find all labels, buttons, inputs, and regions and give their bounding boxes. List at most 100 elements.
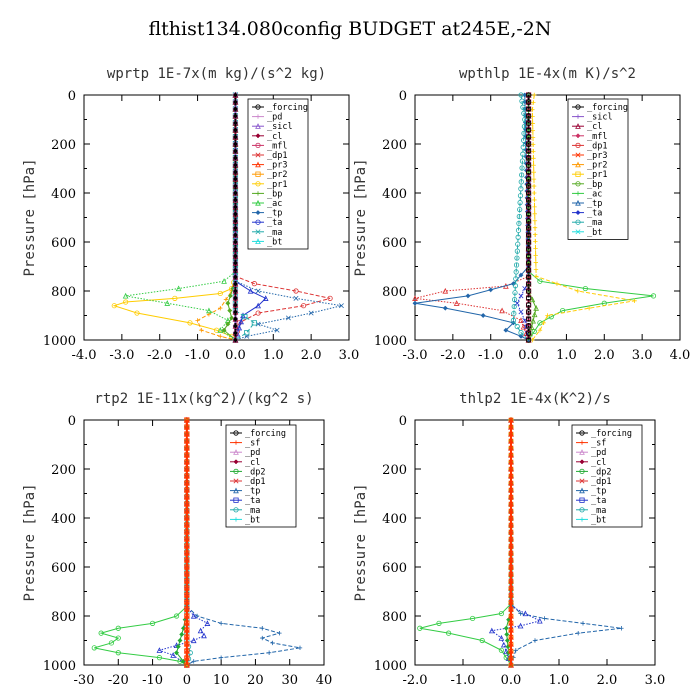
data-point	[554, 281, 560, 286]
data-point	[227, 308, 233, 314]
data-point	[232, 176, 238, 182]
data-point	[260, 626, 265, 631]
data-point	[517, 206, 523, 213]
data-point	[525, 295, 532, 301]
legend-label: _pd	[245, 448, 260, 458]
data-point	[531, 328, 537, 335]
data-point	[184, 452, 190, 458]
data-point	[533, 239, 538, 244]
data-point	[232, 120, 238, 126]
y-tick-label: 1000	[43, 659, 76, 674]
data-point	[531, 100, 536, 105]
data-point	[575, 219, 581, 225]
data-point	[514, 248, 520, 254]
data-point	[575, 104, 581, 110]
data-point	[233, 517, 239, 522]
data-point	[262, 295, 269, 301]
data-point	[579, 487, 585, 494]
data-point	[575, 123, 581, 129]
legend-label: _cl	[245, 458, 260, 468]
legend-label: _pd	[591, 448, 606, 458]
data-point	[520, 144, 526, 150]
data-point	[184, 487, 190, 493]
data-point	[519, 165, 525, 171]
legend-label: _dp1	[591, 477, 611, 487]
data-point	[184, 543, 190, 549]
data-point	[184, 417, 190, 423]
legend-label: _sicl	[587, 113, 613, 123]
x-tick-label: 3.0	[632, 348, 653, 363]
data-point	[525, 127, 532, 133]
x-tick-label: 1.0	[556, 348, 577, 363]
data-point	[184, 662, 190, 668]
x-tick-label: 40	[316, 673, 333, 688]
data-point	[519, 172, 525, 178]
data-point	[508, 444, 514, 451]
data-point	[516, 220, 522, 227]
panel-title: thlp2 1E-4x(K^2)/s	[459, 391, 611, 407]
data-point	[233, 440, 239, 445]
x-tick-label: 2.0	[301, 348, 322, 363]
data-point	[525, 337, 532, 343]
data-point	[232, 183, 238, 189]
data-point	[232, 162, 238, 168]
data-point	[579, 449, 585, 455]
data-point	[542, 616, 547, 621]
data-point	[238, 318, 244, 325]
y-tick-label: 0	[68, 89, 76, 104]
data-point	[536, 617, 543, 624]
legend-label: _dp2	[245, 467, 265, 477]
data-point	[541, 320, 546, 326]
data-point	[204, 620, 211, 626]
x-tick-label: -2.0	[440, 348, 465, 363]
data-point	[270, 640, 275, 646]
data-point	[217, 327, 224, 333]
data-point	[233, 497, 239, 503]
data-point	[233, 468, 239, 474]
data-point	[170, 652, 176, 658]
data-point	[575, 142, 581, 148]
data-point	[479, 637, 485, 644]
data-point	[508, 465, 514, 472]
data-point	[520, 104, 526, 110]
data-point	[532, 211, 537, 217]
data-point	[225, 300, 231, 306]
data-point	[232, 239, 238, 245]
legend-label: _dp1	[587, 141, 607, 151]
series-line	[234, 95, 256, 341]
legend-label: _cl	[267, 132, 282, 142]
x-tick-label: 2.0	[594, 348, 615, 363]
data-point	[190, 637, 197, 644]
legend-label: _ma	[245, 506, 260, 516]
legend-label: _sf	[591, 439, 606, 449]
data-point	[519, 158, 526, 164]
data-point	[503, 327, 509, 333]
data-point	[122, 292, 129, 299]
data-point	[508, 500, 514, 507]
data-point	[519, 98, 525, 104]
legend-label: _ac	[587, 189, 602, 199]
x-tick-label: 0.0	[225, 348, 246, 363]
data-point	[297, 645, 303, 651]
data-point	[232, 330, 238, 336]
data-point	[184, 459, 190, 465]
data-point	[525, 267, 532, 273]
data-point	[244, 330, 250, 336]
legend-label: _pr2	[587, 161, 607, 171]
data-point	[529, 296, 536, 303]
data-point	[508, 661, 514, 668]
data-point	[156, 655, 163, 661]
data-point	[504, 631, 510, 637]
data-point	[508, 640, 514, 647]
data-point	[518, 186, 524, 192]
data-point	[255, 114, 261, 119]
x-tick-label: -3.0	[402, 348, 427, 363]
data-point	[229, 315, 235, 321]
x-tick-label: 1.0	[263, 348, 284, 363]
data-point	[517, 622, 524, 629]
data-point	[508, 528, 514, 535]
data-point	[436, 620, 442, 626]
data-point	[512, 297, 518, 303]
y-tick-label: 200	[382, 138, 407, 153]
